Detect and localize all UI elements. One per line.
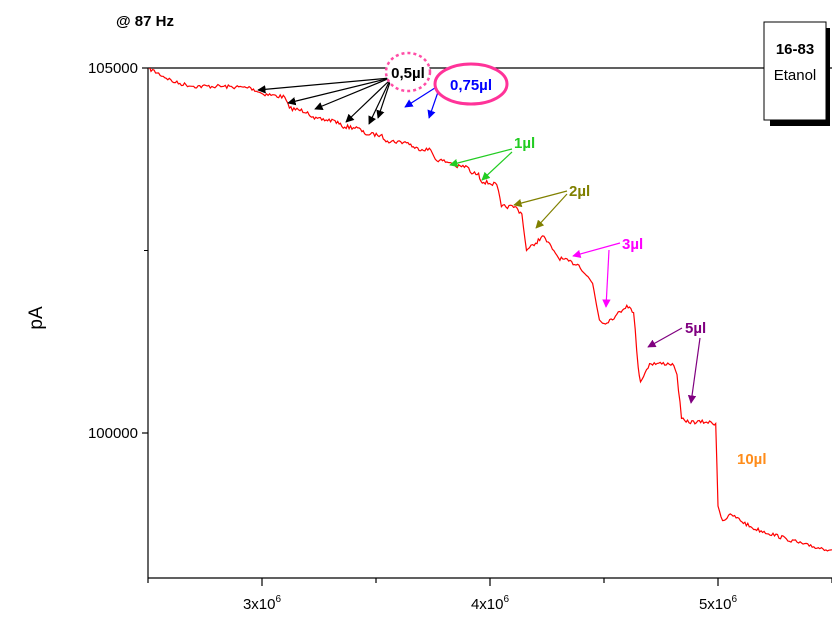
arrow-3ul-1 <box>572 242 621 259</box>
y-tick-label: 100000 <box>88 425 138 442</box>
arrow-1ul-2 <box>481 151 513 181</box>
x-ticks: 3x106 4x106 5x106 <box>147 578 832 613</box>
arrow-0-75ul-1 <box>404 85 439 108</box>
y-ticks: 100000 105000 <box>88 60 148 442</box>
y-axis-label: pA <box>26 306 47 330</box>
arrow-2ul-2 <box>535 193 568 229</box>
annotation-label-2ul: 2µl <box>569 183 590 200</box>
chart-title: @ 87 Hz <box>116 13 174 30</box>
annotation-label-1ul: 1µl <box>514 135 535 152</box>
arrow-5ul-1 <box>647 327 683 348</box>
x-tick-label: 5x106 <box>699 594 738 613</box>
arrow-0-5ul-2 <box>287 77 391 106</box>
arrow-0-75ul-2 <box>427 91 439 119</box>
annotation-label-0-75ul: 0,75µl <box>450 77 492 94</box>
legend-box <box>763 21 827 121</box>
annotation-label-0-5ul: 0,5µl <box>391 65 425 82</box>
arrow-0-5ul-6 <box>376 81 391 119</box>
arrow-1ul-1 <box>449 148 513 168</box>
x-tick-label: 3x106 <box>243 594 282 613</box>
arrow-5ul-2 <box>687 337 701 404</box>
annotation-label-5ul: 5µl <box>685 320 706 337</box>
arrow-3ul-2 <box>602 249 611 308</box>
annotation-circle-0-5ul <box>384 51 432 93</box>
arrow-2ul-1 <box>513 190 568 208</box>
y-tick-label: 105000 <box>88 60 138 77</box>
legend-id: 16-83 <box>776 41 814 58</box>
series-line-etanol <box>148 68 832 552</box>
arrow-0-5ul-1 <box>257 77 391 94</box>
arrow-0-5ul-4 <box>345 79 391 123</box>
annotation-label-3ul: 3µl <box>622 236 643 253</box>
annotation-circle-0-75ul <box>433 62 509 106</box>
annotation-label-10ul: 10µl <box>737 451 767 468</box>
x-tick-label: 4x106 <box>471 594 510 613</box>
legend: 16-83 Etanol <box>763 21 830 126</box>
arrow-0-5ul-3 <box>314 77 391 110</box>
legend-name: Etanol <box>774 67 817 84</box>
annotation-arrows <box>257 77 701 404</box>
arrow-0-5ul-5 <box>368 79 391 125</box>
